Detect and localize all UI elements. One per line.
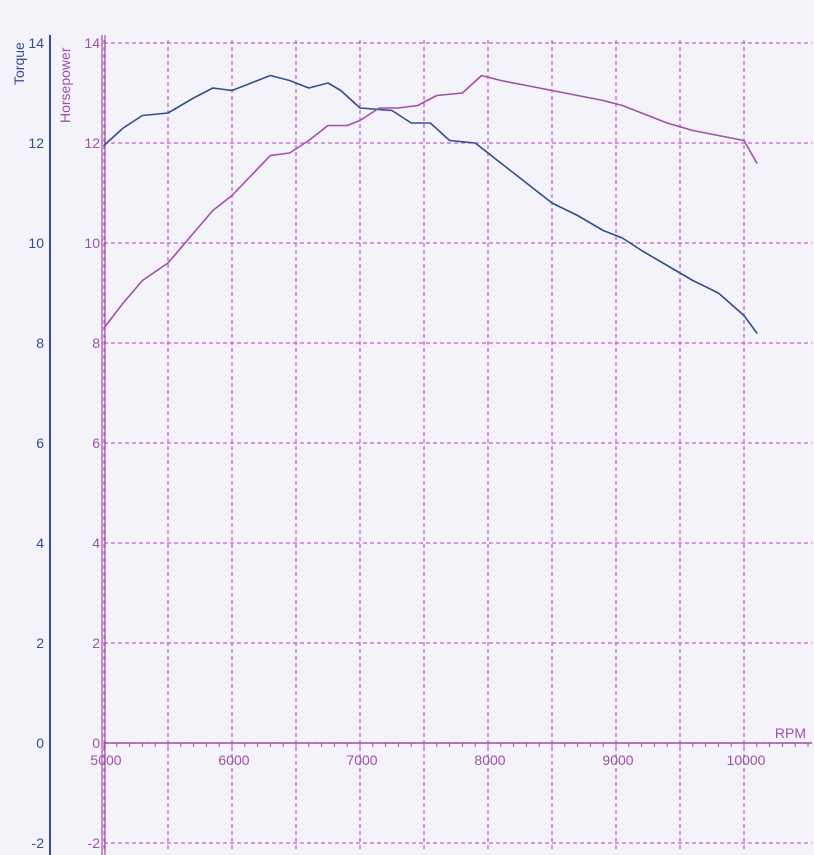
series-line-horsepower	[103, 74, 758, 329]
x-tick-label: 8000	[474, 752, 505, 768]
torque-tick-label: 10	[28, 235, 44, 251]
x-axis-title: RPM	[775, 725, 806, 741]
hp-tick-label: 8	[92, 335, 100, 351]
torque-tick-label: 6	[36, 435, 44, 451]
hp-tick-label: 12	[84, 135, 100, 151]
labels-layer: -2 0 2 4 6 8 10 12 14 -2 0 2 4 6 8 10 12 14 5000 6000 7000 80…	[11, 35, 806, 851]
torque-tick-label: 0	[36, 735, 44, 751]
x-tick-label: 7000	[346, 752, 377, 768]
hp-tick-label: 2	[92, 635, 100, 651]
torque-tick-label: 12	[28, 135, 44, 151]
torque-tick-label: 14	[28, 35, 44, 51]
hp-tick-label: -2	[88, 835, 101, 851]
hp-axis-title: Horsepower	[57, 47, 73, 123]
x-tick-label: 5000	[90, 752, 121, 768]
hp-tick-label: 10	[84, 235, 100, 251]
axes-layer	[49, 35, 812, 855]
torque-tick-label: -2	[32, 835, 45, 851]
torque-tick-label: 8	[36, 335, 44, 351]
hp-tick-label: 6	[92, 435, 100, 451]
series-layer	[103, 74, 758, 334]
grid-layer	[103, 40, 812, 851]
hp-tick-label: 0	[92, 735, 100, 751]
series-line-torque	[103, 74, 758, 334]
x-tick-label: 9000	[602, 752, 633, 768]
x-tick-label: 6000	[218, 752, 249, 768]
x-tick-label: 10000	[727, 752, 766, 768]
torque-tick-label: 2	[36, 635, 44, 651]
hp-tick-label: 4	[92, 535, 100, 551]
torque-tick-label: 4	[36, 535, 44, 551]
torque-axis-title: Torque	[11, 42, 27, 85]
hp-tick-label: 14	[84, 35, 100, 51]
